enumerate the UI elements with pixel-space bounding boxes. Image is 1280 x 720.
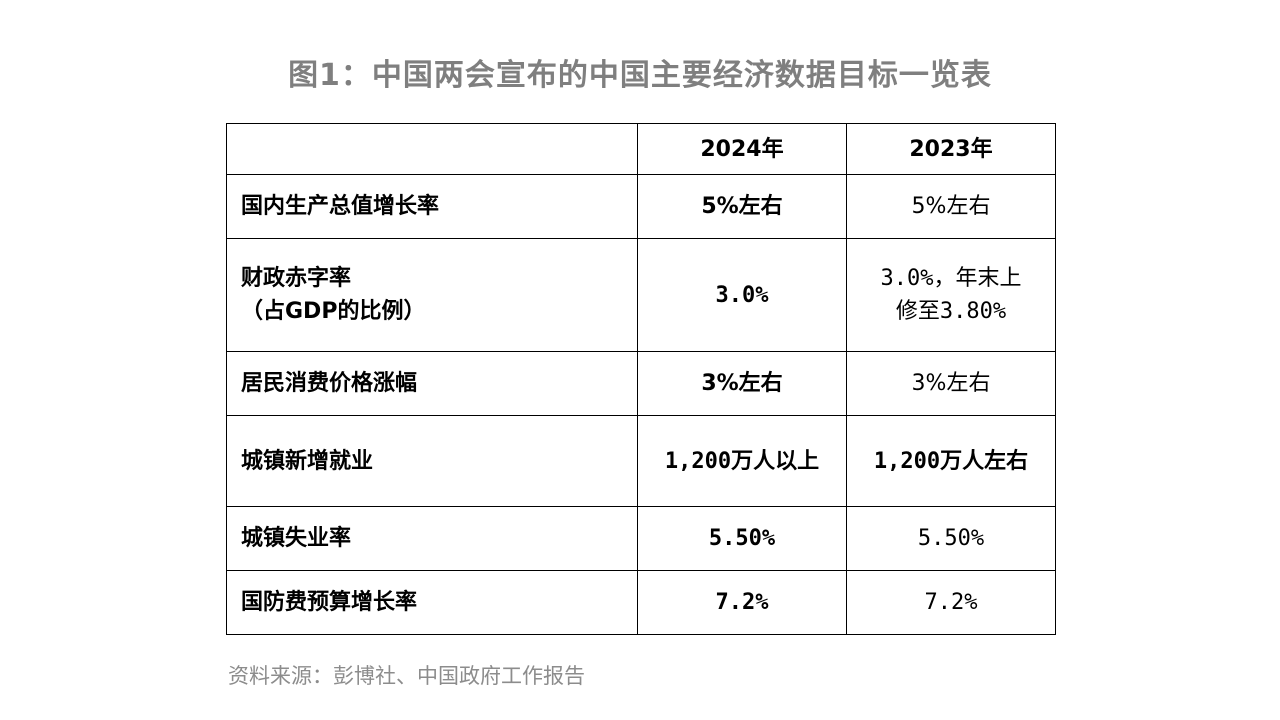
fiscal-deficit-2023-line2: 修至3.80%	[895, 299, 1007, 324]
table-row: 国内生产总值增长率 5%左右 5%左右	[226, 174, 1056, 239]
table-header-row: 2024年 2023年	[226, 123, 1056, 175]
table-row: 城镇新增就业 1,200万人以上 1,200万人左右	[226, 415, 1056, 507]
unemployment-2024: 5.50%	[637, 506, 847, 571]
table-row: 国防费预算增长率 7.2% 7.2%	[226, 570, 1056, 635]
defense-budget-2023: 7.2%	[846, 570, 1056, 635]
fiscal-deficit-2024: 3.0%	[637, 238, 847, 352]
row-label-fiscal-deficit: 财政赤字率 （占GDP的比例）	[226, 238, 638, 352]
table-row: 财政赤字率 （占GDP的比例） 3.0% 3.0%，年末上 修至3.80%	[226, 238, 1056, 352]
row-label-gdp-growth: 国内生产总值增长率	[226, 174, 638, 239]
page-title: 图1：中国两会宣布的中国主要经济数据目标一览表	[288, 58, 992, 93]
new-jobs-2023: 1,200万人左右	[846, 415, 1056, 507]
fiscal-deficit-2023: 3.0%，年末上 修至3.80%	[846, 238, 1056, 352]
table-row: 居民消费价格涨幅 3%左右 3%左右	[226, 351, 1056, 416]
table-row: 城镇失业率 5.50% 5.50%	[226, 506, 1056, 571]
gdp-growth-2023: 5%左右	[846, 174, 1056, 239]
row-label-new-jobs: 城镇新增就业	[226, 415, 638, 507]
source-note: 资料来源：彭博社、中国政府工作报告	[228, 664, 585, 688]
unemployment-2023: 5.50%	[846, 506, 1056, 571]
header-label-cell	[226, 123, 638, 175]
defense-budget-2024: 7.2%	[637, 570, 847, 635]
cpi-2024: 3%左右	[637, 351, 847, 416]
row-label-defense-budget: 国防费预算增长率	[226, 570, 638, 635]
header-2023: 2023年	[846, 123, 1056, 175]
new-jobs-2024: 1,200万人以上	[637, 415, 847, 507]
economic-targets-table: 2024年 2023年 国内生产总值增长率 5%左右 5%左右 财政赤字率 （占…	[226, 123, 1056, 635]
row-label-unemployment: 城镇失业率	[226, 506, 638, 571]
fiscal-deficit-label-line2: （占GDP的比例）	[241, 299, 426, 324]
cpi-2023: 3%左右	[846, 351, 1056, 416]
gdp-growth-2024: 5%左右	[637, 174, 847, 239]
fiscal-deficit-label-line1: 财政赤字率	[241, 266, 352, 291]
row-label-cpi: 居民消费价格涨幅	[226, 351, 638, 416]
header-2024: 2024年	[637, 123, 847, 175]
fiscal-deficit-2023-line1: 3.0%，年末上	[880, 266, 1022, 291]
